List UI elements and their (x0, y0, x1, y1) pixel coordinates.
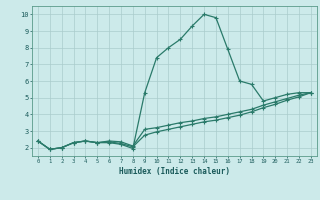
X-axis label: Humidex (Indice chaleur): Humidex (Indice chaleur) (119, 167, 230, 176)
